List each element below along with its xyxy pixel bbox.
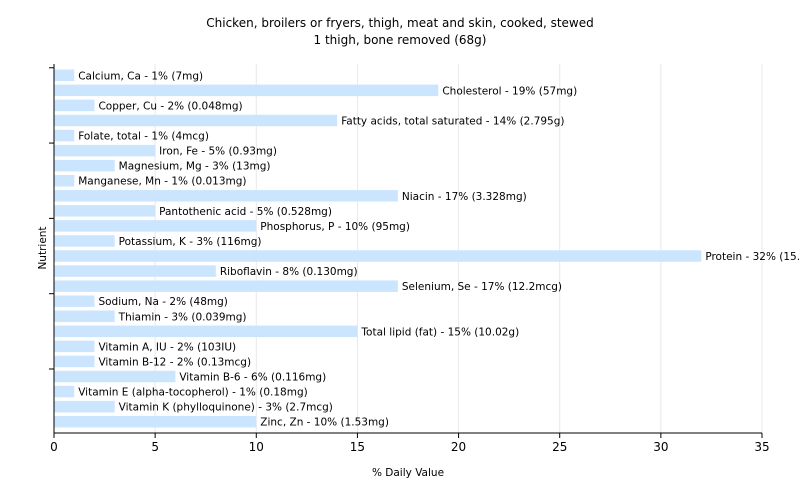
bar — [54, 190, 398, 202]
chart-title: Chicken, broilers or fryers, thigh, meat… — [206, 16, 594, 30]
bar — [54, 69, 75, 82]
bar — [54, 385, 75, 398]
bar-label: Manganese, Mn - 1% (0.013mg) — [78, 176, 246, 188]
x-tick-label: 30 — [653, 440, 668, 454]
bar-label: Vitamin A, IU - 2% (103IU) — [98, 341, 236, 353]
bar — [54, 220, 257, 232]
x-tick-label: 25 — [552, 440, 567, 454]
bar-label: Potassium, K - 3% (116mg) — [119, 236, 262, 248]
label-layer: Calcium, Ca - 1% (7mg) Cholesterol - 19% … — [78, 70, 800, 428]
bar — [54, 129, 75, 142]
bar-label: Vitamin B-12 - 2% (0.13mcg) — [98, 356, 251, 368]
bar-label: Vitamin E (alpha-tocopherol) - 1% (0.18m… — [78, 387, 308, 399]
x-tick-label: 20 — [451, 440, 466, 454]
bar-label: Niacin - 17% (3.328mg) — [402, 191, 527, 203]
x-tick-label: 0 — [50, 440, 58, 454]
bar — [54, 355, 95, 368]
x-tick-label: 35 — [754, 440, 769, 454]
y-axis-title: Nutrient — [37, 226, 49, 269]
bar — [54, 400, 115, 413]
bar — [54, 310, 115, 323]
bar-label: Fatty acids, total saturated - 14% (2.79… — [341, 115, 564, 127]
bar — [54, 174, 75, 187]
bar-label: Vitamin B-6 - 6% (0.116mg) — [179, 372, 326, 384]
x-tick-label: 5 — [151, 440, 159, 454]
bar-label: Copper, Cu - 2% (0.048mg) — [98, 100, 242, 112]
bar — [54, 205, 156, 217]
bar — [54, 415, 257, 428]
chart-subtitle: 1 thigh, bone removed (68g) — [313, 33, 487, 47]
bar — [54, 370, 176, 383]
axis-layer: 0 5 10 15 20 25 30 35 — [49, 64, 770, 454]
bar-layer — [54, 69, 702, 428]
bar-label: Phosphorus, P - 10% (95mg) — [260, 221, 410, 233]
bar-label: Protein - 32% (15.82g) — [705, 251, 800, 263]
bar — [54, 280, 398, 292]
bar — [54, 250, 702, 262]
bar-label: Iron, Fe - 5% (0.93mg) — [159, 146, 277, 158]
x-tick-label: 10 — [249, 440, 264, 454]
bar — [54, 235, 115, 247]
bar-label: Calcium, Ca - 1% (7mg) — [78, 70, 203, 82]
bar-label: Pantothenic acid - 5% (0.528mg) — [159, 206, 332, 218]
bar — [54, 265, 216, 277]
bar-label: Riboflavin - 8% (0.130mg) — [220, 266, 358, 278]
bar-label: Magnesium, Mg - 3% (13mg) — [119, 161, 271, 173]
bar — [54, 340, 95, 353]
bar-label: Zinc, Zn - 10% (1.53mg) — [260, 417, 389, 429]
bar-label: Thiamin - 3% (0.039mg) — [118, 311, 247, 323]
bar — [54, 295, 95, 307]
bar-label: Cholesterol - 19% (57mg) — [442, 85, 577, 97]
bar-label: Vitamin K (phylloquinone) - 3% (2.7mcg) — [119, 402, 333, 414]
bar-label: Sodium, Na - 2% (48mg) — [98, 296, 227, 308]
bar — [54, 84, 439, 97]
x-axis-title: % Daily Value — [372, 467, 444, 479]
bar — [54, 144, 156, 157]
bar — [54, 99, 95, 112]
bar-label: Folate, total - 1% (4mcg) — [78, 131, 209, 143]
bar-label: Total lipid (fat) - 15% (10.02g) — [360, 326, 519, 338]
bar — [54, 114, 338, 127]
bar-label: Selenium, Se - 17% (12.2mcg) — [402, 281, 562, 293]
bar — [54, 325, 358, 338]
x-tick-label: 15 — [350, 440, 365, 454]
bar — [54, 159, 115, 172]
